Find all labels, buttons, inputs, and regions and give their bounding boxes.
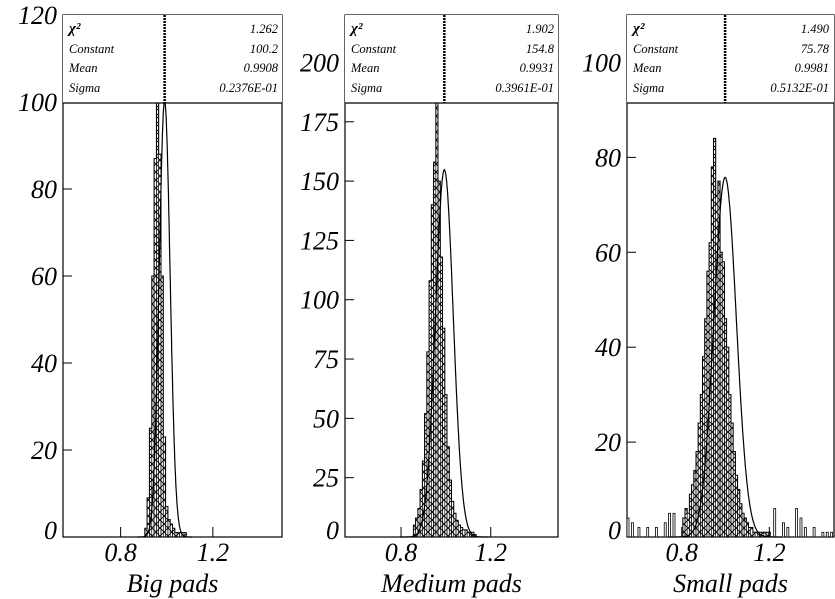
outlier-bin (825, 531, 829, 538)
x-tick-label: 0.8 (104, 538, 137, 567)
y-tick-label: 25 (313, 464, 339, 493)
x-axis-label: Small pads (673, 569, 788, 598)
x-tick-label: 0.8 (665, 538, 698, 567)
y-tick-label: 75 (313, 345, 339, 374)
stat-label: Mean (632, 61, 661, 75)
outlier-bin (782, 522, 785, 538)
outlier-bin (626, 517, 630, 538)
y-tick-label: 0 (608, 516, 621, 545)
stat-value: 0.5132E-01 (770, 81, 829, 95)
y-tick-label: 0 (44, 516, 57, 545)
outlier-bin (637, 527, 641, 538)
y-tick-label: 40 (595, 333, 621, 362)
stat-value: 0.9931 (520, 61, 554, 75)
x-tick-label: 0.8 (385, 538, 418, 567)
gaussian-fit-curve (399, 168, 489, 538)
stat-value: 154.8 (526, 42, 555, 56)
y-tick-label: 60 (595, 238, 621, 267)
y-tick-label: 125 (300, 226, 339, 255)
stat-value: 0.3961E-01 (495, 81, 554, 95)
outlier-bin (821, 531, 825, 538)
stat-label: Mean (68, 61, 97, 75)
y-tick-label: 80 (595, 143, 621, 172)
outlier-bin (655, 527, 658, 538)
outlier-bin (630, 522, 634, 538)
y-tick-label: 100 (300, 286, 339, 315)
stat-value: 1.262 (250, 22, 278, 36)
y-tick-label: 120 (18, 1, 57, 30)
x-axis-label: Medium pads (380, 569, 522, 598)
y-tick-label: 200 (300, 48, 339, 77)
x-axis-label: Big pads (127, 569, 219, 598)
outlier-bin (773, 508, 777, 538)
outlier-bin (812, 527, 816, 538)
outlier-bin (663, 522, 667, 538)
y-tick-label: 50 (313, 404, 339, 433)
y-tick-label: 0 (326, 516, 339, 545)
y-tick-label: 60 (31, 262, 57, 291)
y-tick-label: 100 (18, 88, 57, 117)
y-tick-label: 175 (300, 108, 339, 137)
stat-label: Sigma (633, 81, 664, 95)
y-tick-label: 20 (595, 428, 621, 457)
y-tick-label: 20 (31, 436, 57, 465)
stat-label: χ² (631, 21, 645, 37)
stat-label: Constant (69, 42, 115, 56)
y-tick-label: 40 (31, 349, 57, 378)
stat-value: 0.9981 (795, 61, 829, 75)
stat-value: 100.2 (250, 42, 278, 56)
x-tick-label: 1.2 (197, 538, 230, 567)
outlier-bin (795, 508, 798, 538)
stat-value: 1.902 (526, 22, 554, 36)
y-tick-label: 100 (582, 48, 621, 77)
stat-label: Mean (350, 61, 379, 75)
y-tick-label: 150 (300, 167, 339, 196)
stat-label: χ² (67, 21, 81, 37)
gaussian-fit-curve (668, 176, 782, 538)
stats-box (627, 15, 834, 103)
outlier-bin (830, 531, 834, 538)
x-tick-label: 1.2 (753, 538, 786, 567)
outlier-bin (803, 527, 807, 538)
y-tick-label: 80 (31, 175, 57, 204)
histogram-bin (162, 436, 166, 538)
stat-label: Constant (351, 42, 397, 56)
stats-box (345, 15, 558, 103)
outlier-bin (668, 512, 671, 538)
stat-value: 1.490 (801, 22, 830, 36)
stats-box (63, 15, 282, 103)
stat-value: 75.78 (801, 42, 830, 56)
outlier-bin (799, 517, 803, 538)
stat-value: 0.2376E-01 (219, 81, 278, 95)
histogram-bin (160, 275, 164, 538)
stat-label: Constant (633, 42, 679, 56)
outlier-bin (646, 527, 650, 538)
x-tick-label: 1.2 (474, 538, 507, 567)
stat-value: 0.9908 (244, 61, 279, 75)
outlier-bin (786, 527, 790, 538)
stat-label: χ² (349, 21, 363, 37)
outlier-bin (672, 512, 676, 538)
stat-label: Sigma (351, 81, 382, 95)
stat-label: Sigma (69, 81, 100, 95)
